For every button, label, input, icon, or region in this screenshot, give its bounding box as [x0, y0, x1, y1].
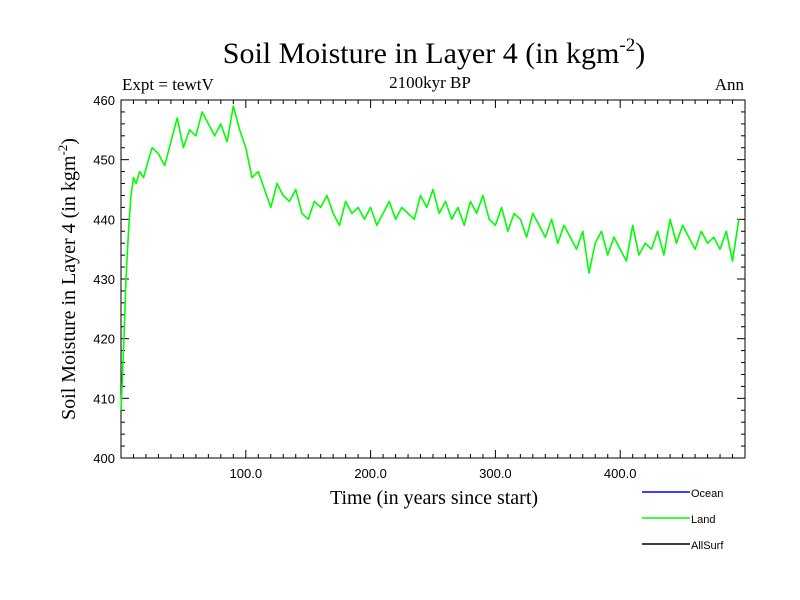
chart-title-close: ) — [635, 37, 645, 70]
y-axis-label-close: ) — [58, 138, 80, 145]
plot-frame — [120, 99, 746, 459]
legend-label-allsurf: AllSurf — [691, 540, 724, 552]
x-axis-label: Time (in years since start) — [330, 487, 538, 509]
series-line-land — [120, 105, 740, 411]
y-tick-label: 410 — [93, 391, 115, 406]
x-tick-label: 400.0 — [604, 466, 637, 481]
y-tick-label: 400 — [93, 451, 115, 466]
y-axis-label-main: Soil Moisture in Layer 4 (in kgm — [58, 155, 80, 420]
subtitle-experiment: Expt = tewtV — [122, 75, 214, 94]
y-tick-label: 460 — [93, 93, 115, 108]
series-layer — [120, 105, 740, 411]
chart-title-main: Soil Moisture in Layer 4 (in kgm — [223, 37, 620, 70]
y-tick-label: 450 — [93, 153, 115, 168]
chart-title: Soil Moisture in Layer 4 (in kgm-2) — [223, 35, 645, 70]
y-tick-label: 440 — [93, 212, 115, 227]
subtitle-season: Ann — [715, 75, 745, 94]
y-tick-label: 430 — [93, 272, 115, 287]
y-tick-label: 420 — [93, 332, 115, 347]
legend-item-ocean: Ocean — [642, 488, 723, 500]
y-axis-label: Soil Moisture in Layer 4 (in kgm-2) — [55, 138, 80, 420]
legend-label-land: Land — [691, 514, 715, 526]
chart-title-sup: -2 — [619, 35, 635, 56]
subtitle-period: 2100kyr BP — [389, 73, 471, 92]
legend-label-ocean: Ocean — [691, 488, 723, 500]
x-tick-label: 100.0 — [230, 466, 263, 481]
legend-item-land: Land — [642, 514, 715, 526]
y-axis-ticks: 400 410 420 430 440 450 460 — [93, 93, 745, 466]
x-tick-label: 200.0 — [354, 466, 387, 481]
y-axis-label-sup: -2 — [55, 145, 70, 156]
legend: Ocean Land AllSurf — [642, 488, 724, 552]
x-tick-label: 300.0 — [479, 466, 512, 481]
legend-item-allsurf: AllSurf — [642, 540, 724, 552]
x-axis-ticks: 100.0 200.0 300.0 400.0 — [132, 100, 734, 481]
